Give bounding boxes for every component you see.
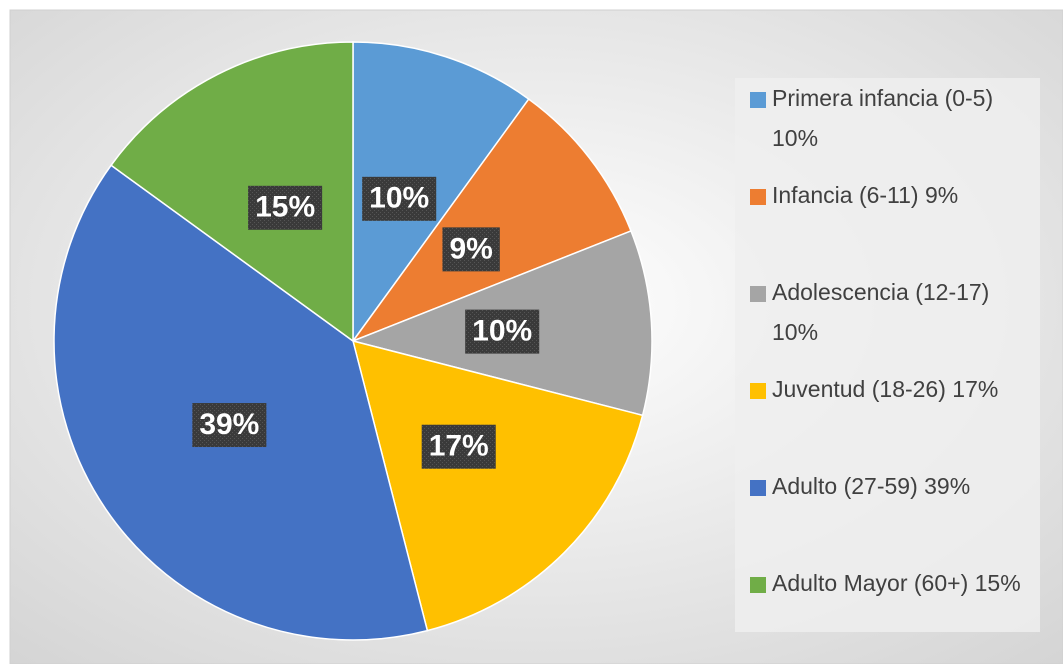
data-label-box <box>248 185 323 230</box>
legend-swatch <box>750 577 766 593</box>
legend-swatch <box>750 286 766 302</box>
data-label: 15% <box>255 191 315 224</box>
pie-slice <box>351 339 644 632</box>
data-label: 10% <box>472 315 532 348</box>
legend-swatch <box>750 480 766 496</box>
legend-swatch <box>750 383 766 399</box>
pie-slice <box>350 98 632 343</box>
data-label: 9% <box>449 232 492 265</box>
pie-slice <box>110 41 354 343</box>
data-label-box <box>192 403 267 448</box>
legend-label: Adulto Mayor (60+) 15% <box>772 570 1021 596</box>
legend-swatch <box>750 189 766 205</box>
data-label-box <box>362 176 437 221</box>
data-label-box <box>442 227 500 272</box>
data-label: 10% <box>369 182 429 215</box>
legend-box <box>735 78 1040 632</box>
legend-label: Adulto (27-59) 39% <box>772 473 970 499</box>
data-label: 17% <box>429 430 489 463</box>
pie-slice <box>53 164 429 641</box>
data-label: 39% <box>199 408 259 441</box>
legend-label: Juventud (18-26) 17% <box>772 376 998 402</box>
data-label-box <box>465 309 540 354</box>
legend-label: Primera infancia (0-5) 10% <box>772 85 1000 151</box>
legend-label: Infancia (6-11) 9% <box>772 182 958 208</box>
pie-slice <box>352 41 530 344</box>
legend-swatch <box>750 92 766 108</box>
data-label-box <box>421 424 496 469</box>
legend-label: Adolescencia (12-17) 10% <box>772 279 996 345</box>
